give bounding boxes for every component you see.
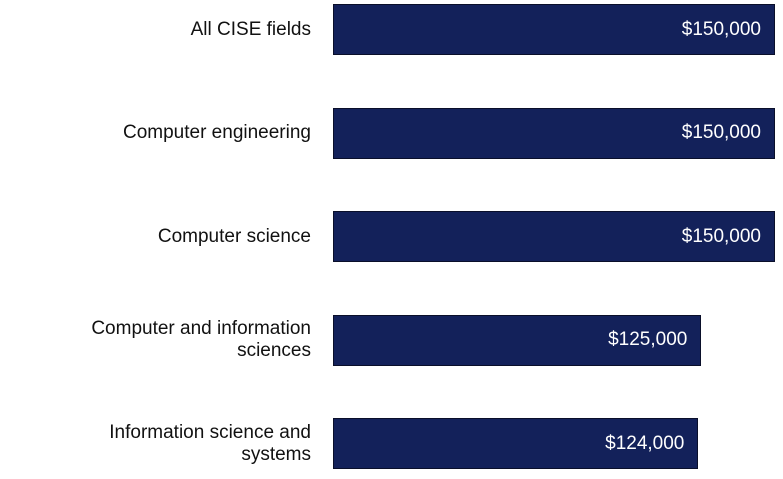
value-label: $124,000 (605, 432, 685, 454)
value-label: $125,000 (608, 329, 688, 351)
bar (333, 211, 775, 263)
category-label: All CISE fields (190, 18, 311, 40)
value-label: $150,000 (681, 122, 761, 144)
category-label: Information science and systems (109, 421, 311, 465)
category-label: Computer engineering (122, 122, 311, 144)
bar (333, 4, 775, 55)
value-label: $150,000 (681, 18, 761, 40)
value-label: $150,000 (681, 225, 761, 247)
category-label: Computer science (157, 225, 311, 247)
bar (333, 314, 702, 366)
chart: All CISE fields $150,000 Computer engineer… (91, 4, 775, 470)
bar (333, 107, 775, 159)
category-label: Computer and information sciences (91, 318, 311, 362)
